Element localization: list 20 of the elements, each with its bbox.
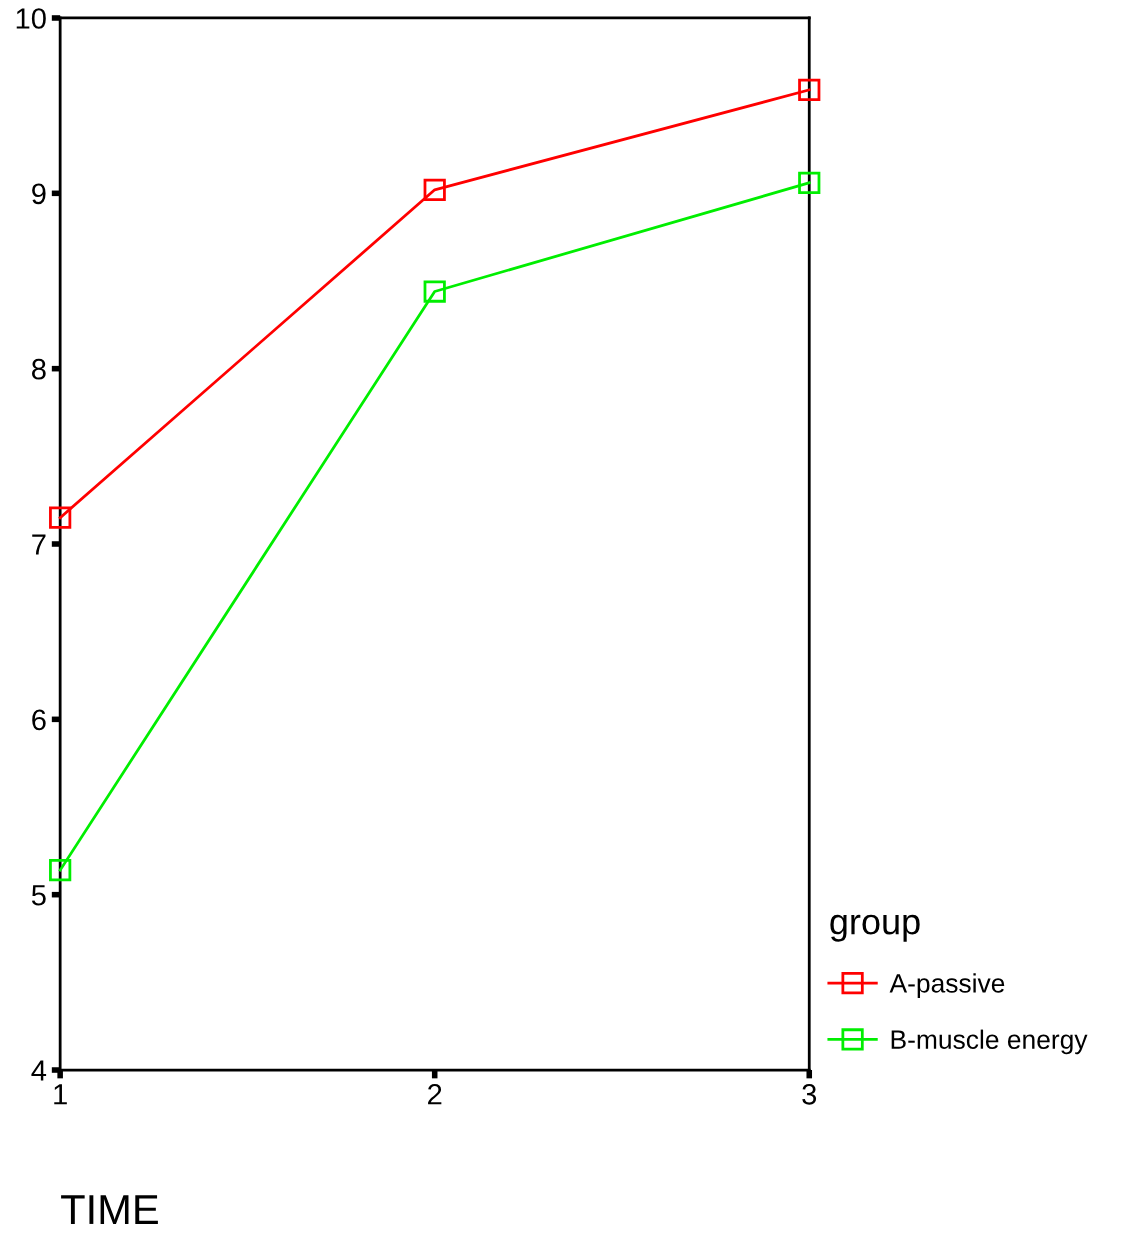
point (49, 859, 72, 882)
x-tick-label: 3 (802, 1083, 817, 1105)
y-tick-label: 4 (31, 1060, 47, 1081)
x-tick-label: 1 (54, 1084, 67, 1105)
legend-title: group (830, 914, 920, 942)
y-tick-label: 6 (32, 709, 46, 731)
legend-label: A-passive (889, 973, 1005, 998)
point (798, 171, 821, 194)
point (423, 280, 446, 303)
y-tick-label: 9 (32, 183, 46, 205)
x-tick-label: 2 (428, 1083, 442, 1105)
point (49, 506, 72, 529)
legend-label: B-muscle energy (891, 1029, 1088, 1055)
point (798, 78, 821, 101)
y-tick-label: 8 (32, 358, 46, 380)
y-tick-label: 5 (31, 885, 46, 906)
y-tick-label: 7 (32, 534, 46, 555)
x-axis-title: TIME (61, 1195, 158, 1224)
point (423, 178, 446, 201)
y-tick-label: 10 (16, 8, 46, 29)
